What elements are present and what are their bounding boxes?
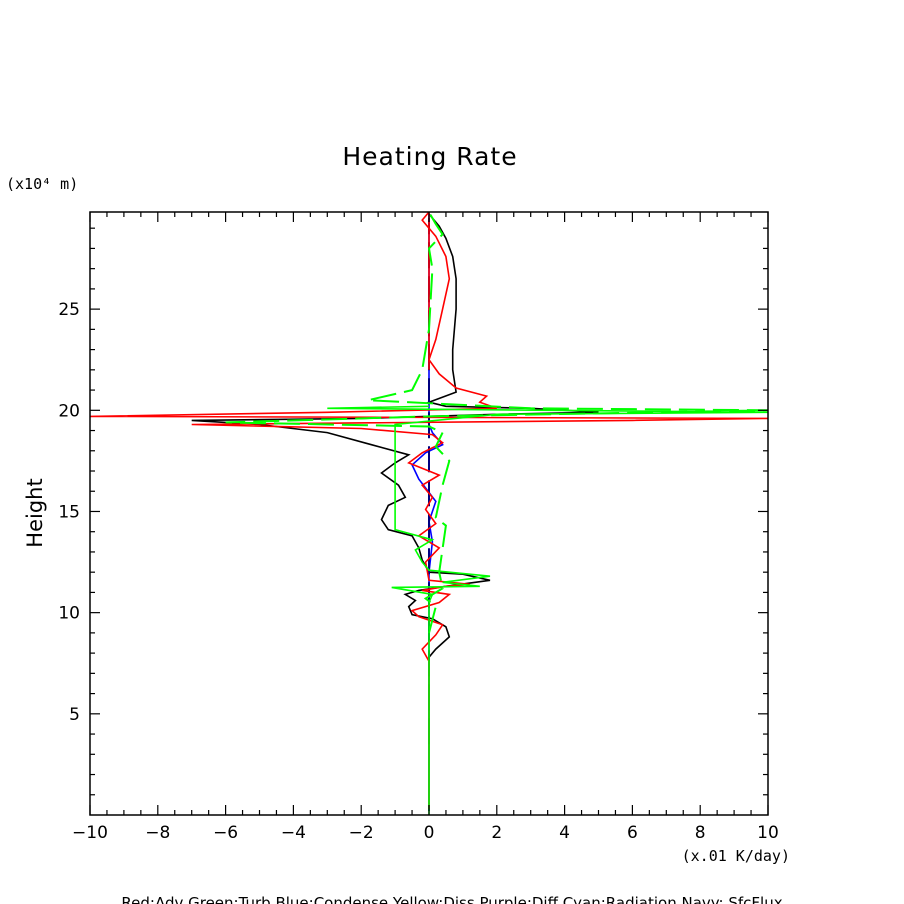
y-tick-label: 20 [58, 401, 80, 421]
y-unit-label: (x10⁴ m) [6, 175, 78, 193]
series-line-total [191, 213, 599, 811]
chart-title: Heating Rate [342, 142, 517, 171]
series-line-turb-dashed [225, 212, 768, 634]
x-axis-label: (x.01 K/day) [682, 847, 790, 865]
x-tick-label: −2 [349, 823, 374, 843]
y-tick-label: 5 [69, 705, 80, 725]
plot-series [90, 212, 768, 815]
x-tick-label: −10 [72, 823, 108, 843]
y-tick-label: 15 [58, 502, 80, 522]
x-tick-labels: −10 −8 −6 −4 −2 0 2 4 6 8 10 [72, 823, 779, 843]
x-tick-label: 8 [695, 823, 706, 843]
x-tick-label: 2 [491, 823, 502, 843]
x-tick-label: −4 [281, 823, 306, 843]
y-tick-label: 25 [58, 300, 80, 320]
x-tick-label: −6 [213, 823, 238, 843]
x-tick-label: 10 [757, 823, 779, 843]
series-line-turb [327, 405, 768, 815]
y-axis-label: Height [23, 478, 47, 547]
series-line-condense [411, 214, 444, 811]
y-tick-label: 10 [58, 604, 80, 624]
legend-text: Red:Adv Green:Turb Blue:Condense Yellow:… [121, 894, 782, 904]
x-tick-label: 0 [424, 823, 435, 843]
x-tick-label: 6 [627, 823, 638, 843]
y-tick-labels: 5 10 15 20 25 [58, 300, 80, 725]
axis-ticks [89, 212, 769, 815]
series-line-adv [90, 212, 768, 809]
x-tick-label: 4 [559, 823, 570, 843]
x-tick-label: −8 [145, 823, 170, 843]
